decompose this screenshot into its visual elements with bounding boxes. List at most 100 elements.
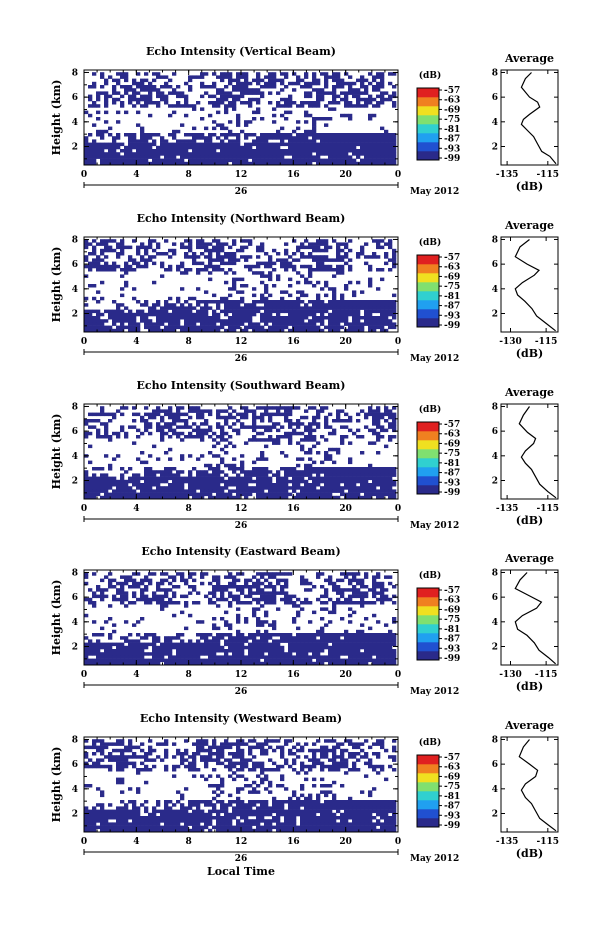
heatmap-cell xyxy=(336,139,341,143)
heatmap-cell xyxy=(144,486,149,490)
heatmap-cell xyxy=(128,467,133,471)
heatmap-cell xyxy=(392,248,397,253)
heatmap-cell xyxy=(136,300,141,304)
heatmap-cell xyxy=(216,476,221,481)
heatmap-cell xyxy=(304,81,309,86)
colorbar-step xyxy=(417,434,439,438)
heatmap-cell xyxy=(196,428,201,433)
heatmap-cell xyxy=(324,457,329,461)
heatmap-cell xyxy=(348,661,353,666)
heatmap-cell xyxy=(160,312,165,317)
heatmap-cell xyxy=(124,152,129,156)
heatmap-cell xyxy=(380,158,385,163)
heatmap-cell xyxy=(92,467,97,471)
heatmap-cell xyxy=(372,658,377,663)
heatmap-cell xyxy=(236,85,241,89)
heatmap-cell xyxy=(208,597,213,602)
heatmap-cell xyxy=(356,629,361,634)
heatmap-cell xyxy=(184,149,189,153)
heatmap-cell xyxy=(360,451,365,455)
heatmap-cell xyxy=(348,75,353,79)
heatmap-cell xyxy=(324,483,329,487)
heatmap-cell xyxy=(236,88,241,92)
heatmap-cell xyxy=(336,309,341,314)
heatmap-cell xyxy=(372,142,377,147)
heatmap-cell xyxy=(228,78,233,83)
heatmap-cell xyxy=(168,152,173,156)
heatmap-cell xyxy=(276,438,281,442)
heatmap-cell xyxy=(260,470,265,474)
heatmap-cell xyxy=(156,158,161,163)
heatmap-cell xyxy=(380,139,385,143)
heatmap-cell xyxy=(180,658,185,663)
heatmap-cell xyxy=(140,158,145,163)
heatmap-cell xyxy=(332,649,337,653)
heatmap-cell xyxy=(176,300,181,304)
heatmap-cell xyxy=(136,123,141,127)
heatmap-cell xyxy=(364,649,369,653)
heatmap-cell xyxy=(212,264,217,269)
heatmap-cell xyxy=(336,149,341,153)
heatmap-cell xyxy=(228,261,233,266)
heatmap-cell xyxy=(136,633,141,637)
heatmap-cell xyxy=(356,306,361,310)
heatmap-cell xyxy=(280,72,285,76)
heatmap-cell xyxy=(232,258,237,262)
heatmap-cell xyxy=(136,473,141,477)
heatmap-cell xyxy=(116,155,121,159)
heatmap-cell xyxy=(152,72,157,76)
heatmap-cell xyxy=(324,451,329,455)
heatmap-cell xyxy=(232,261,237,266)
heatmap-cell xyxy=(264,645,269,650)
heatmap-cell xyxy=(220,486,225,490)
heatmap-cell xyxy=(324,594,329,599)
heatmap-cell xyxy=(272,422,277,426)
heatmap-cell xyxy=(356,658,361,663)
heatmap-cell xyxy=(148,319,153,323)
heatmap-cell xyxy=(84,161,89,166)
heatmap-cell xyxy=(272,81,277,86)
heatmap-cell xyxy=(200,409,205,413)
heatmap-cell xyxy=(264,139,269,143)
heatmap-cell xyxy=(140,649,145,653)
heatmap-cell xyxy=(88,483,93,487)
heatmap-cell xyxy=(216,604,221,608)
heatmap-cell xyxy=(208,661,213,666)
heatmap-cell xyxy=(268,601,273,605)
heatmap-cell xyxy=(204,325,209,330)
heatmap-cell xyxy=(328,161,333,166)
heatmap-cell xyxy=(392,258,397,262)
heatmap-cell xyxy=(240,636,245,640)
heatmap-cell xyxy=(132,319,137,323)
heatmap-cell xyxy=(276,495,281,500)
heatmap-cell xyxy=(128,158,133,163)
heatmap-cell xyxy=(268,303,273,307)
heatmap-cell xyxy=(240,460,245,465)
heatmap-cell xyxy=(344,149,349,153)
x-day-label: 26 xyxy=(235,354,248,364)
heatmap-cell xyxy=(348,460,353,465)
heatmap-cell xyxy=(208,476,213,481)
heatmap-cell xyxy=(168,248,173,253)
heatmap-cell xyxy=(152,142,157,147)
colorbar-unit: (dB) xyxy=(419,404,441,415)
heatmap-cell xyxy=(112,476,117,481)
heatmap-cell xyxy=(272,309,277,314)
heatmap-cell xyxy=(280,492,285,497)
heatmap-cell xyxy=(100,645,105,650)
heatmap-cell xyxy=(100,142,105,147)
heatmap-cell xyxy=(384,483,389,487)
heatmap-cell xyxy=(236,78,241,83)
heatmap-cell xyxy=(336,264,341,269)
heatmap-cell xyxy=(176,415,181,420)
heatmap-cell xyxy=(332,290,337,294)
heatmap-cell xyxy=(260,489,265,493)
heatmap-cell xyxy=(244,149,249,153)
heatmap-cell xyxy=(304,139,309,143)
heatmap-cell xyxy=(152,261,157,266)
heatmap-cell xyxy=(200,658,205,663)
heatmap-cell xyxy=(356,91,361,95)
heatmap-cell xyxy=(364,476,369,481)
heatmap-cell xyxy=(328,492,333,497)
heatmap-cell xyxy=(176,489,181,493)
